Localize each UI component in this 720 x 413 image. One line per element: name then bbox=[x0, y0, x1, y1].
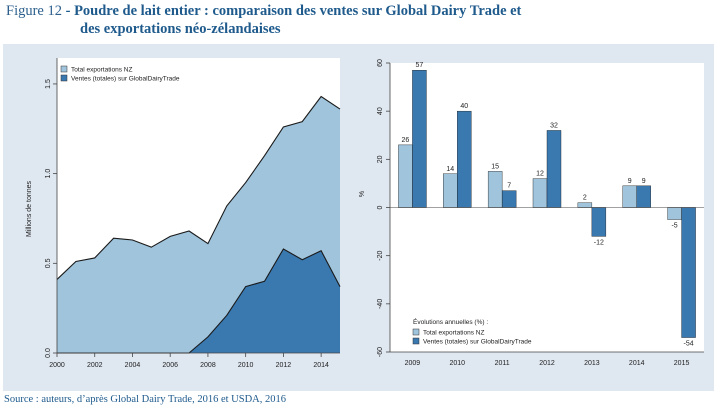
bar bbox=[501, 190, 517, 208]
area-legend-swatch bbox=[60, 74, 68, 82]
area-y-tick-label: 0.0 bbox=[45, 348, 52, 358]
bar-x-tick-label: 2012 bbox=[539, 360, 555, 367]
bar-value-label: 40 bbox=[460, 103, 468, 110]
bar-legend-swatch bbox=[412, 328, 420, 336]
area-x-tick-label: 2010 bbox=[238, 362, 254, 369]
source-note: Source : auteurs, d’après Global Dairy T… bbox=[4, 394, 286, 405]
bar bbox=[443, 173, 458, 208]
bar bbox=[636, 185, 651, 208]
area-x-tick-label: 2000 bbox=[49, 362, 65, 369]
bar bbox=[457, 110, 472, 208]
bar-legend-title: Évolutions annuelles (%) : bbox=[413, 317, 488, 326]
bar-legend-label: Total exportations NZ bbox=[423, 330, 484, 337]
bar-y-tick-label: 0 bbox=[377, 205, 384, 209]
bar bbox=[622, 185, 637, 208]
area-x-tick-label: 2002 bbox=[87, 362, 103, 369]
bar-y-tick-label: -20 bbox=[377, 251, 384, 261]
area-x-tick-label: 2008 bbox=[200, 362, 216, 369]
bar-y-axis-title: % bbox=[359, 191, 366, 197]
bar-value-label: -12 bbox=[594, 239, 604, 246]
bar-value-label: 26 bbox=[402, 137, 410, 144]
bar-value-label: 32 bbox=[550, 122, 558, 129]
area-y-tick-label: 1.0 bbox=[45, 169, 52, 179]
bar bbox=[577, 202, 593, 208]
area-y-tick-label: 0.5 bbox=[45, 258, 52, 268]
bar bbox=[681, 207, 696, 338]
bar-value-label: 12 bbox=[536, 171, 544, 178]
bar bbox=[546, 130, 562, 208]
bar-x-tick-label: 2015 bbox=[674, 360, 690, 367]
bar-x-tick-label: 2011 bbox=[495, 360, 510, 367]
bar-legend-label: Ventes (totales) sur GlobalDairyTrade bbox=[423, 339, 532, 346]
bar-value-label: 7 bbox=[507, 183, 511, 190]
area-legend-label: Ventes (totales) sur GlobalDairyTrade bbox=[71, 76, 180, 83]
bar-value-label: 14 bbox=[446, 166, 454, 173]
bar-value-label: 57 bbox=[416, 62, 424, 69]
area-x-tick-label: 2004 bbox=[125, 362, 141, 369]
figure-number: Figure 12 bbox=[6, 3, 62, 19]
figure-title: Figure 12 - Poudre de lait entier : comp… bbox=[6, 2, 706, 38]
area-series-line bbox=[56, 95, 341, 280]
chart-panel: 2000 2002 2004 2006 2008 2010 2012 2014 0.0 0.5 1.… bbox=[3, 44, 714, 391]
area-x-tick-label: 2014 bbox=[313, 362, 329, 369]
bar-x-tick-label: 2013 bbox=[584, 360, 600, 367]
bar-x-tick-label: 2014 bbox=[629, 360, 645, 367]
bar-value-label: 9 bbox=[642, 178, 646, 185]
bar-x-tick-label: 2009 bbox=[405, 360, 421, 367]
area-y-tick-label: 1.5 bbox=[45, 79, 52, 89]
bar-value-label: -54 bbox=[684, 341, 694, 348]
bar bbox=[667, 207, 682, 220]
bar-y-tick-label: 60 bbox=[377, 59, 384, 67]
bar-y-tick-label: -40 bbox=[377, 299, 384, 309]
bar bbox=[398, 144, 413, 208]
area-series-fill bbox=[57, 248, 340, 353]
bar bbox=[412, 70, 427, 208]
area-x-tick-label: 2012 bbox=[276, 362, 292, 369]
bar-legend-swatch bbox=[412, 337, 420, 345]
bar-y-tick-label: -60 bbox=[377, 347, 384, 357]
area-legend-swatch bbox=[60, 65, 68, 73]
figure-title-line2: des exportations néo-zélandaises bbox=[80, 21, 281, 37]
bar-x-tick-label: 2010 bbox=[449, 360, 465, 367]
charts-svg: 2000 2002 2004 2006 2008 2010 2012 20140.00.51.… bbox=[26, 58, 704, 369]
bar bbox=[532, 178, 548, 208]
bar-y-tick-label: 20 bbox=[377, 155, 384, 163]
bar-value-label: -5 bbox=[671, 223, 677, 230]
bar-value-label: 2 bbox=[583, 195, 587, 202]
bar bbox=[591, 207, 607, 237]
figure-title-line1: - Poudre de lait entier : comparaison de… bbox=[65, 3, 522, 19]
area-y-axis-title: Millions de tonnes bbox=[26, 180, 33, 237]
bar-value-label: 15 bbox=[491, 163, 499, 170]
bar-value-label: 9 bbox=[628, 178, 632, 185]
bar bbox=[487, 171, 503, 208]
area-legend-label: Total exportations NZ bbox=[71, 67, 132, 74]
bar-y-tick-label: 40 bbox=[377, 107, 384, 115]
area-x-tick-label: 2006 bbox=[162, 362, 178, 369]
